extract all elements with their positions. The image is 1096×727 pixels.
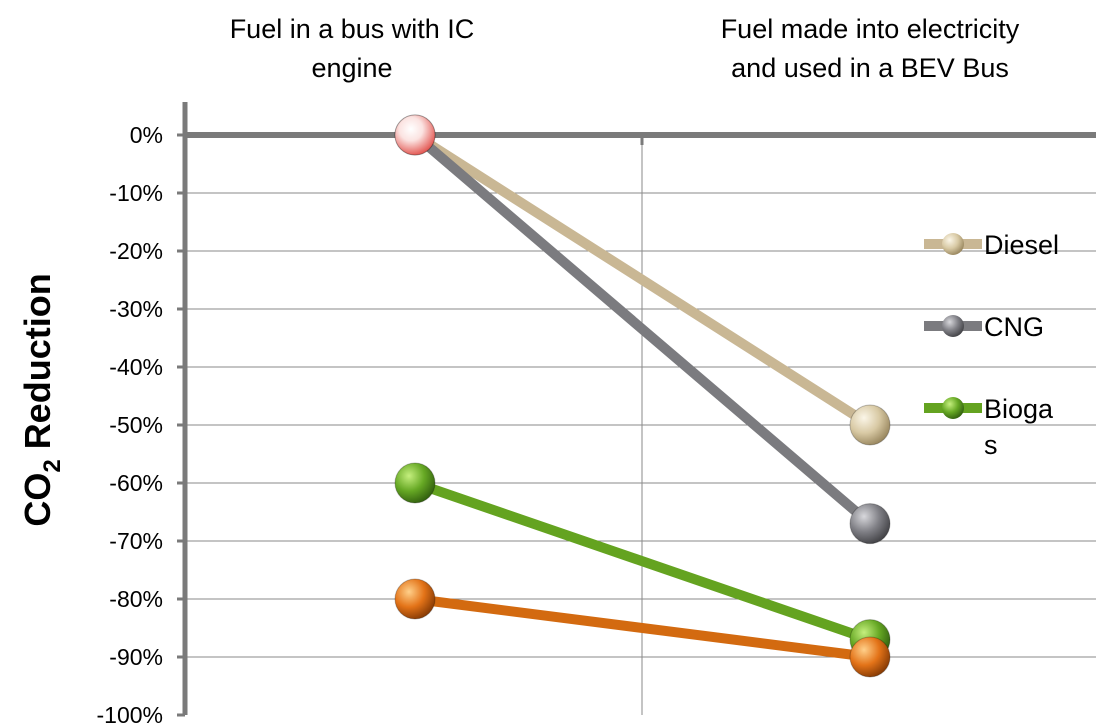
- legend-label: Diesel: [984, 230, 1059, 260]
- y-axis-label-rest: Reduction: [17, 273, 58, 459]
- data-point: [849, 636, 891, 678]
- legend-marker: [942, 233, 964, 255]
- y-tick-label: -20%: [109, 238, 163, 264]
- y-axis-label: CO2 Reduction: [17, 273, 66, 526]
- y-tick-label: -40%: [109, 354, 163, 380]
- y-tick-label: -50%: [109, 412, 163, 438]
- legend-label: CNG: [984, 312, 1044, 342]
- y-tick-label: -100%: [97, 702, 163, 727]
- y-tick-label: -30%: [109, 296, 163, 322]
- legend-marker: [942, 397, 964, 419]
- category-label: Fuel made into electricity and used in a …: [721, 14, 1020, 83]
- y-axis-label-main: CO: [17, 473, 58, 527]
- y-tick-label: 0%: [130, 122, 163, 148]
- y-tick-labels: 0% -10% -20% -30% -40% -50% -60% -70% -80% -90% -1…: [97, 122, 163, 727]
- data-point: [394, 462, 436, 504]
- y-axis-label-subscript: 2: [39, 459, 66, 472]
- data-point: [394, 114, 436, 156]
- legend-marker: [942, 315, 964, 337]
- series-line: [410, 594, 875, 662]
- y-tick-label: -70%: [109, 528, 163, 554]
- category-labels: Fuel in a bus with IC engine Fuel made int…: [230, 14, 1020, 83]
- series-line: [410, 478, 875, 645]
- series-line: [410, 130, 875, 529]
- series-line: [410, 130, 875, 430]
- series-lines: [394, 114, 891, 678]
- data-point: [849, 404, 891, 446]
- legend: Diesel CNG Bioga s: [924, 230, 1059, 460]
- gridlines: [185, 135, 1096, 715]
- y-tick-label: -80%: [109, 586, 163, 612]
- y-tick-label: -10%: [109, 180, 163, 206]
- axes: [177, 102, 1096, 717]
- data-point: [849, 503, 891, 545]
- legend-label: Bioga s: [984, 394, 1054, 460]
- y-tick-label: -60%: [109, 470, 163, 496]
- y-tick-label: -90%: [109, 644, 163, 670]
- category-label: Fuel in a bus with IC engine: [230, 14, 475, 83]
- data-point: [394, 578, 436, 620]
